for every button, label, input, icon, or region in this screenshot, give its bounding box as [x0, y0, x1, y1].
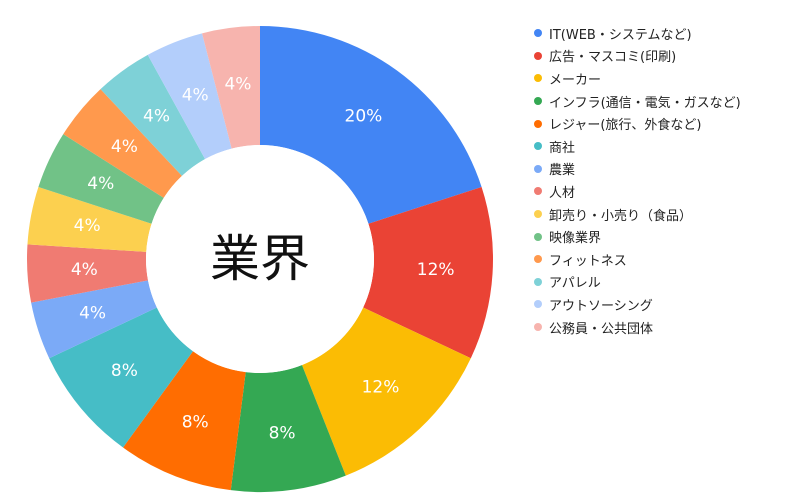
- legend-swatch: [534, 51, 542, 60]
- chart-legend: IT(WEB・システムなど) 広告・マスコミ(印刷) メーカーインフラ(通信・電気・…: [534, 22, 741, 338]
- donut-slice: [27, 244, 149, 303]
- legend-swatch: [534, 74, 542, 83]
- donut-slice: [100, 54, 206, 176]
- donut-slice: [202, 26, 260, 149]
- legend-swatch: [534, 300, 542, 309]
- slice-value-label: 4%: [87, 174, 114, 194]
- legend-swatch: [534, 210, 542, 219]
- legend-swatch: [534, 29, 542, 38]
- donut-slice: [301, 307, 471, 476]
- legend-swatch: [534, 119, 542, 128]
- legend-swatch: [534, 142, 542, 151]
- donut-slice: [230, 364, 346, 492]
- legend-label: 農業: [549, 163, 576, 179]
- slice-value-label: 8%: [182, 413, 209, 433]
- chart-slices: [27, 26, 493, 492]
- legend-label: アパレル: [549, 276, 601, 292]
- legend-label: 映像業界: [549, 231, 602, 247]
- chart-title: 業界: [210, 230, 310, 288]
- slice-value-label: 4%: [71, 260, 98, 280]
- legend-label: レジャー(旅行、外食など): [549, 118, 702, 134]
- slice-value-label: 4%: [182, 85, 209, 105]
- legend-swatch: [534, 187, 542, 196]
- legend-label: アウトソーシング: [549, 298, 653, 314]
- legend-label: IT(WEB・システムなど): [549, 27, 692, 43]
- donut-slice: [363, 186, 493, 359]
- legend-item: IT(WEB・システムなど): [534, 22, 741, 45]
- legend-label: 広告・マスコミ(印刷): [549, 50, 677, 66]
- legend-swatch: [534, 164, 542, 173]
- legend-item: 農業: [534, 158, 741, 181]
- legend-item: アウトソーシング: [534, 293, 741, 316]
- legend-label: インフラ(通信・電気・ガスなど): [549, 95, 741, 111]
- legend-item: フィットネス: [534, 248, 741, 271]
- slice-value-label: 12%: [417, 260, 455, 280]
- donut-hole: [146, 145, 374, 373]
- legend-label: 人材: [549, 185, 576, 201]
- legend-swatch: [534, 277, 542, 286]
- legend-item: 卸売り・小売り（食品）: [534, 203, 741, 226]
- legend-label: 卸売り・小売り（食品）: [549, 208, 693, 224]
- slice-value-label: 4%: [224, 74, 251, 94]
- slice-value-label: 12%: [362, 377, 400, 397]
- legend-item: アパレル: [534, 271, 741, 294]
- donut-slice: [31, 280, 157, 359]
- legend-item: 商社: [534, 135, 741, 158]
- chart-slice-labels: 20%12%12%8%8%8%4%4%4%4%4%4%4%4%: [71, 74, 455, 443]
- donut-slice: [260, 26, 482, 224]
- slice-value-label: 8%: [269, 424, 296, 444]
- slice-value-label: 4%: [79, 303, 106, 323]
- donut-slice: [123, 351, 246, 491]
- legend-item: インフラ(通信・電気・ガスなど): [534, 90, 741, 113]
- donut-slice: [147, 33, 232, 160]
- slice-value-label: 20%: [345, 107, 383, 127]
- legend-swatch: [534, 232, 542, 241]
- legend-item: 広告・マスコミ(印刷): [534, 45, 741, 68]
- legend-swatch: [534, 255, 542, 264]
- legend-item: メーカー: [534, 67, 741, 90]
- legend-item: 公務員・公共団体: [534, 316, 741, 339]
- donut-slice: [49, 307, 193, 448]
- legend-label: 商社: [549, 140, 576, 156]
- donut-slice: [38, 134, 164, 224]
- slice-value-label: 4%: [74, 216, 101, 236]
- donut-slice: [63, 89, 182, 198]
- donut-slice: [27, 186, 152, 252]
- legend-label: メーカー: [549, 72, 602, 88]
- slice-value-label: 8%: [111, 361, 138, 381]
- legend-swatch: [534, 97, 542, 106]
- legend-label: 公務員・公共団体: [549, 321, 654, 337]
- legend-item: レジャー(旅行、外食など): [534, 112, 741, 135]
- legend-item: 人材: [534, 180, 741, 203]
- legend-swatch: [534, 323, 542, 332]
- slice-value-label: 4%: [143, 107, 170, 127]
- legend-item: 映像業界: [534, 225, 741, 248]
- slice-value-label: 4%: [111, 137, 138, 157]
- legend-label: フィットネス: [549, 253, 627, 269]
